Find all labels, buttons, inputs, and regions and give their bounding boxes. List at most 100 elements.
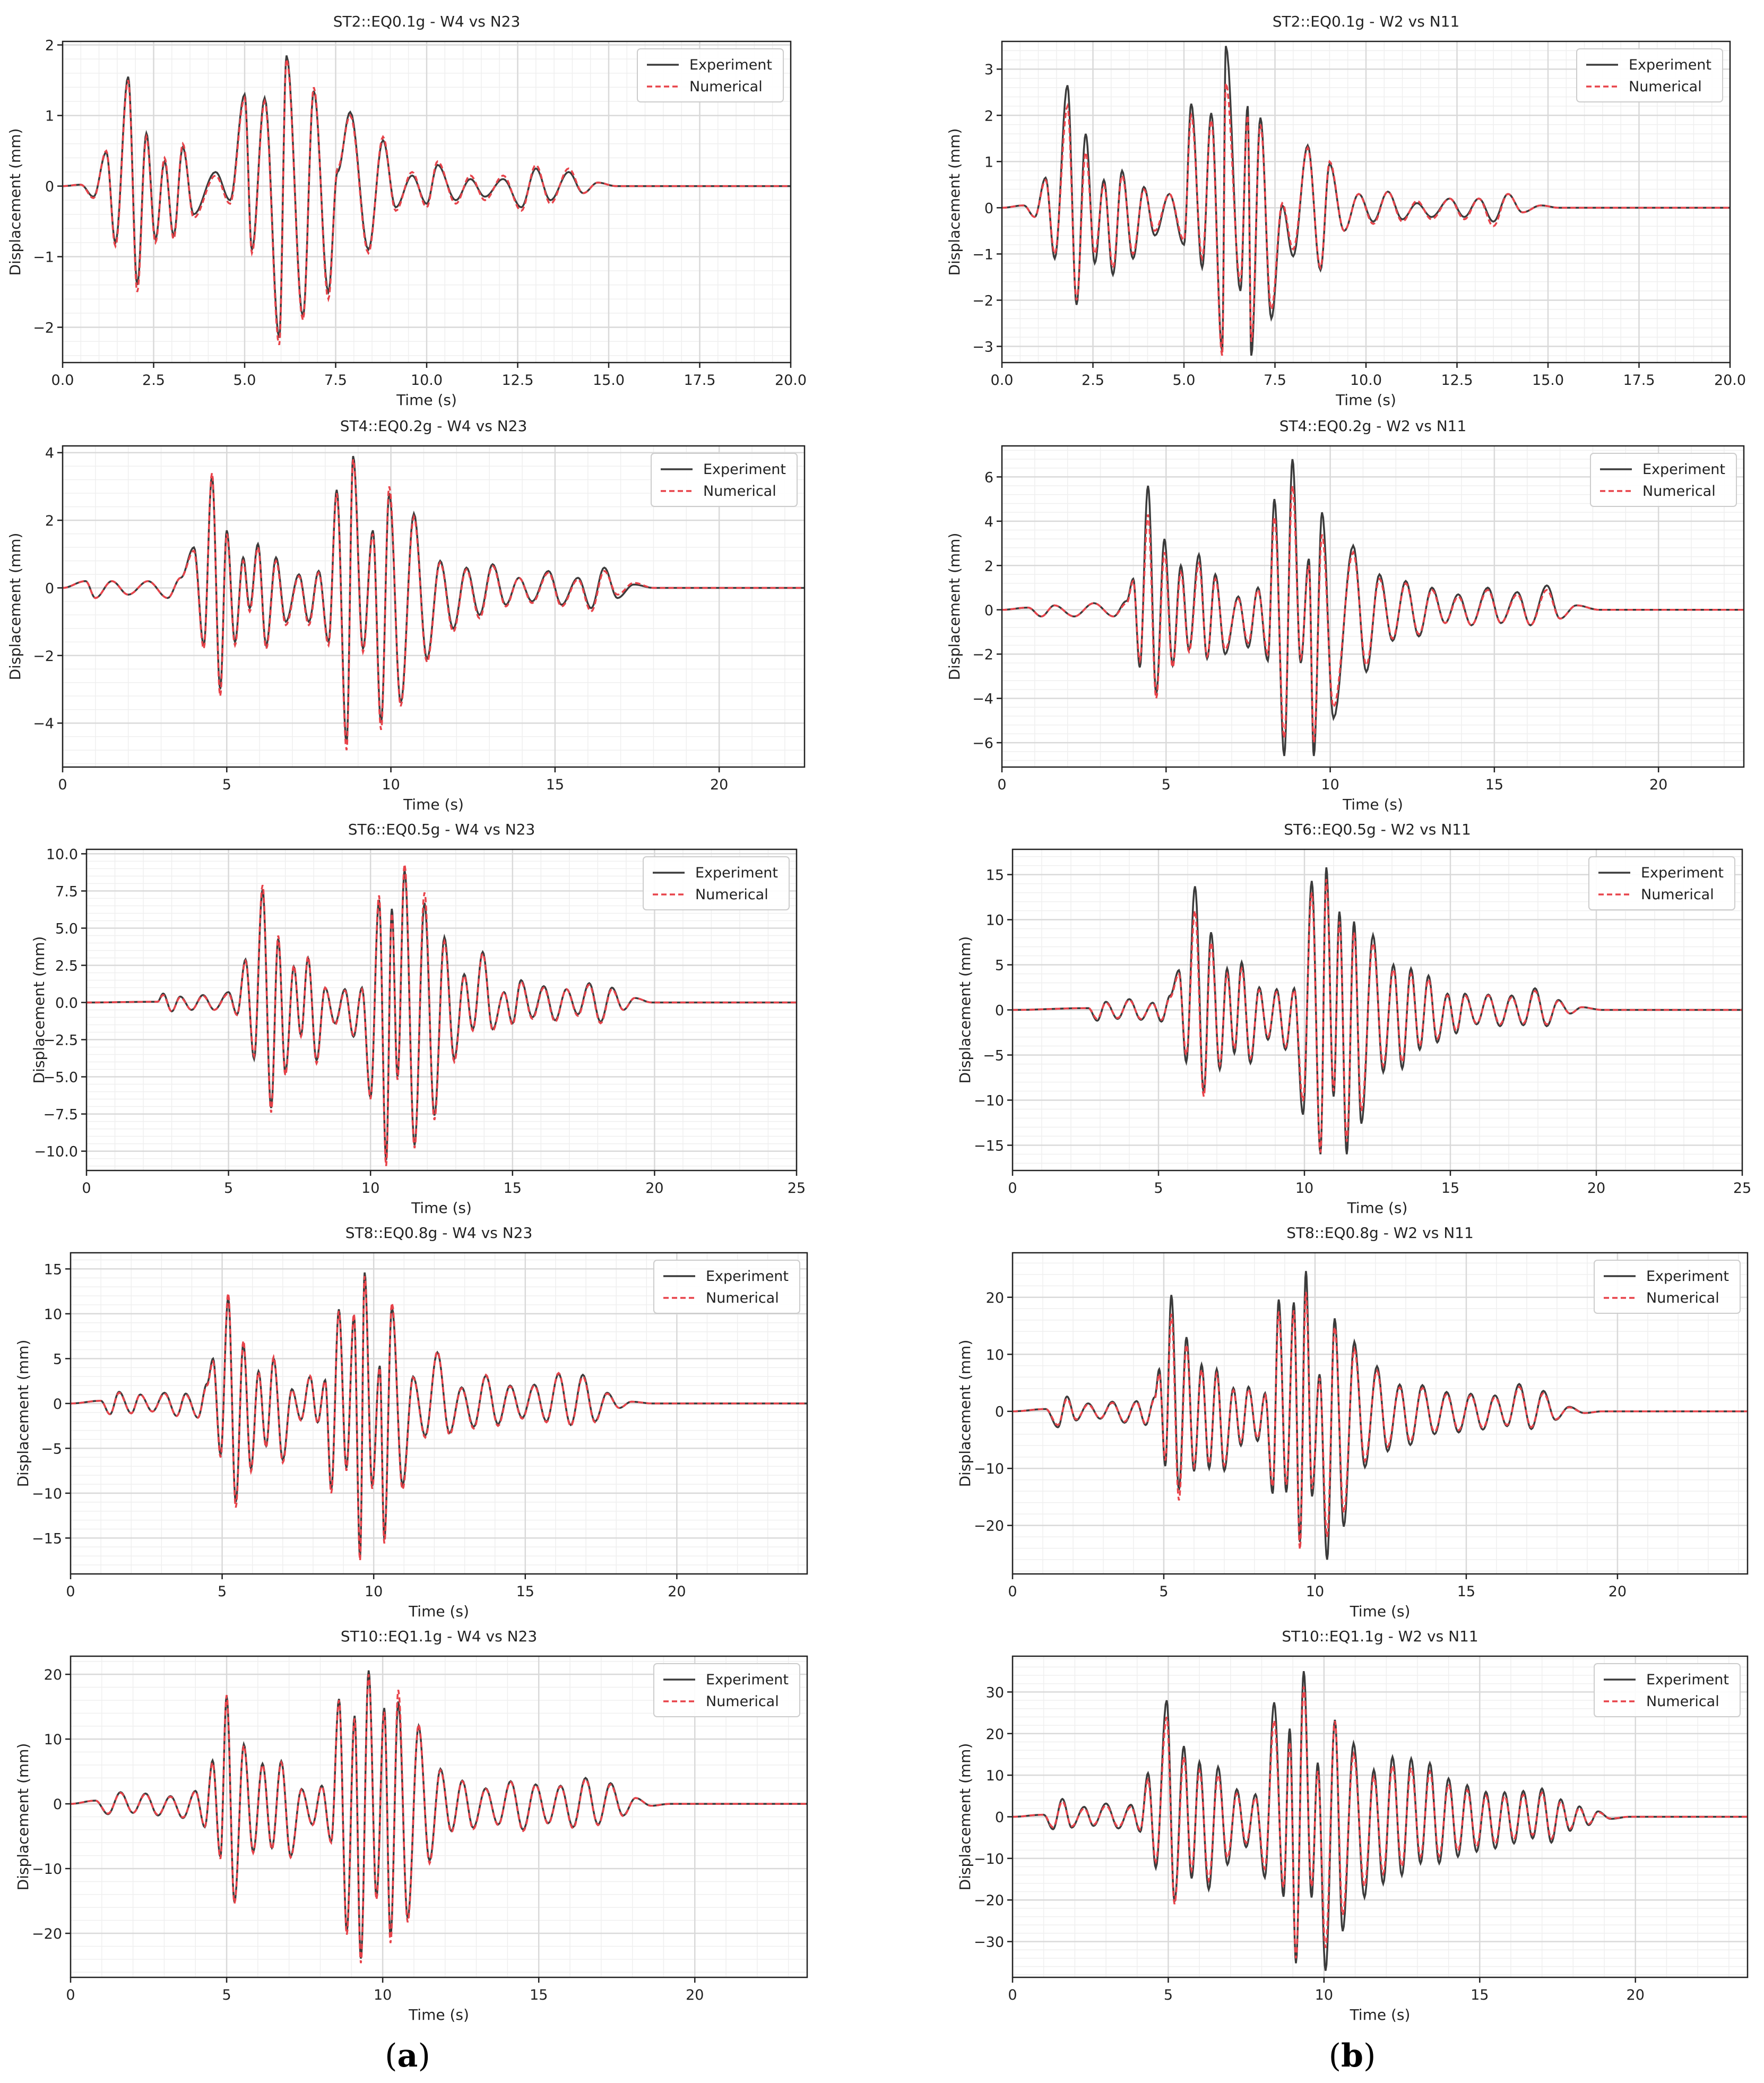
plot-frame — [1011, 1252, 1749, 1575]
chart-title: ST10::EQ1.1g - W4 vs N23 — [341, 1628, 537, 1645]
y-tick-label: 30 — [986, 1684, 1004, 1701]
x-tick-label: 2.5 — [142, 372, 165, 389]
series-experiment-line — [63, 55, 791, 338]
x-axis-label: Time (s) — [1342, 796, 1403, 813]
minor-grid — [1012, 1253, 1748, 1574]
y-tick-label: 0 — [45, 179, 54, 195]
y-tick-label: −5 — [41, 1441, 62, 1457]
x-tick-label: 15.0 — [593, 372, 625, 389]
y-tick-label: −10 — [974, 1092, 1004, 1109]
y-tick-label: −4 — [33, 716, 54, 732]
x-tick-label: 0 — [66, 1583, 75, 1600]
legend-label-experiment: Experiment — [1646, 1672, 1729, 1688]
y-tick-label: 2.5 — [55, 958, 78, 974]
x-tick-label: 10.0 — [1350, 372, 1382, 389]
x-tick-label: 7.5 — [1264, 372, 1286, 389]
y-axis-label: Displacement (mm) — [6, 533, 24, 681]
x-tick-label: 15.0 — [1532, 372, 1564, 389]
plot-frame — [70, 1655, 808, 1978]
y-tick-label: 2 — [45, 38, 54, 54]
legend-label-experiment: Experiment — [1646, 1268, 1729, 1285]
x-tick-label: 15 — [530, 1987, 548, 2003]
x-axis-label: Time (s) — [1350, 2006, 1411, 2024]
legend-label-experiment: Experiment — [689, 57, 772, 73]
x-tick-label: 0 — [66, 1987, 75, 2003]
y-tick-label: 10 — [986, 1768, 1004, 1784]
x-tick-label: 0 — [997, 777, 1006, 793]
legend-label-experiment: Experiment — [1629, 57, 1711, 73]
y-tick-label: −7.5 — [43, 1107, 78, 1123]
x-tick-label: 20 — [1587, 1180, 1605, 1197]
x-tick-label: 5 — [1162, 777, 1171, 793]
legend-label-numerical: Numerical — [1646, 1693, 1719, 1710]
panel-label-a: (a) — [385, 2037, 430, 2075]
y-tick-label: 2 — [984, 558, 993, 574]
y-tick-label: 1 — [45, 108, 54, 125]
y-tick-label: 5 — [53, 1351, 62, 1367]
chart-title: ST4::EQ0.2g - W4 vs N23 — [340, 417, 528, 435]
y-tick-label: −20 — [32, 1926, 62, 1942]
x-tick-label: 5 — [1154, 1180, 1163, 1197]
x-tick-label: 20 — [686, 1987, 704, 2003]
y-axis-label: Displacement (mm) — [946, 128, 963, 276]
x-tick-label: 0 — [1008, 1180, 1017, 1197]
x-axis-label: Time (s) — [411, 1199, 472, 1217]
legend-box — [1576, 48, 1723, 102]
x-tick-label: 10 — [361, 1180, 379, 1197]
legend-box — [651, 453, 798, 507]
legend-box — [1594, 1663, 1741, 1717]
legend: Experiment Numerical — [1594, 1260, 1741, 1314]
x-tick-label: 20.0 — [1714, 372, 1746, 389]
chart-5: 0 5 10 15 20 25 −10.0 −7.5 −5.0 −2.5 0.0 2.5 5.0 7.5 1… — [30, 821, 806, 1217]
legend-label-numerical: Numerical — [1629, 79, 1702, 95]
legend-box — [1588, 856, 1735, 910]
x-tick-label: 5.0 — [1173, 372, 1196, 389]
y-tick-label: 0 — [984, 200, 993, 217]
series-numerical-line — [1013, 1686, 1748, 1959]
legend-box — [1590, 453, 1737, 507]
series-numerical-line — [63, 58, 791, 346]
legend: Experiment Numerical — [1590, 453, 1737, 507]
major-grid — [70, 1253, 807, 1574]
y-tick-label: 0 — [995, 1810, 1004, 1826]
legend: Experiment Numerical — [1576, 48, 1723, 102]
chart-title: ST2::EQ0.1g - W4 vs N23 — [333, 13, 521, 30]
x-axis-label: Time (s) — [408, 2006, 469, 2024]
chart-title: ST6::EQ0.5g - W4 vs N23 — [348, 821, 535, 838]
y-tick-label: 4 — [984, 514, 993, 530]
legend-label-experiment: Experiment — [706, 1672, 789, 1688]
legend-box — [643, 856, 790, 910]
x-tick-label: 10 — [1321, 777, 1339, 793]
y-tick-label: −10 — [974, 1851, 1004, 1867]
x-tick-label: 10 — [1295, 1180, 1313, 1197]
y-tick-label: 2 — [45, 513, 54, 529]
chart-title: ST8::EQ0.8g - W2 vs N11 — [1286, 1224, 1474, 1242]
y-tick-label: −2 — [33, 648, 54, 665]
x-tick-label: 0 — [82, 1180, 91, 1197]
x-tick-label: 5 — [218, 1583, 227, 1600]
y-tick-label: 10.0 — [46, 846, 78, 863]
y-tick-label: −1 — [33, 249, 54, 266]
y-tick-label: −10 — [32, 1486, 62, 1502]
x-axis-label: Time (s) — [396, 391, 457, 409]
x-tick-label: 20 — [645, 1180, 663, 1197]
x-tick-label: 0 — [58, 777, 67, 793]
x-tick-label: 10 — [365, 1583, 383, 1600]
major-grid — [70, 1656, 807, 1977]
legend-label-experiment: Experiment — [706, 1268, 789, 1285]
x-tick-label: 0.0 — [51, 372, 74, 389]
y-tick-label: −20 — [974, 1892, 1004, 1909]
x-tick-label: 5 — [222, 1987, 231, 2003]
y-tick-label: −15 — [974, 1138, 1004, 1154]
x-axis-label: Time (s) — [1335, 391, 1396, 409]
legend: Experiment Numerical — [1594, 1663, 1741, 1717]
y-tick-label: −2 — [33, 320, 54, 337]
legend-box — [1594, 1260, 1741, 1314]
x-tick-label: 20 — [1609, 1583, 1627, 1600]
x-tick-label: 5 — [224, 1180, 233, 1197]
x-tick-label: 25 — [1733, 1180, 1751, 1197]
y-tick-label: −30 — [974, 1934, 1004, 1951]
